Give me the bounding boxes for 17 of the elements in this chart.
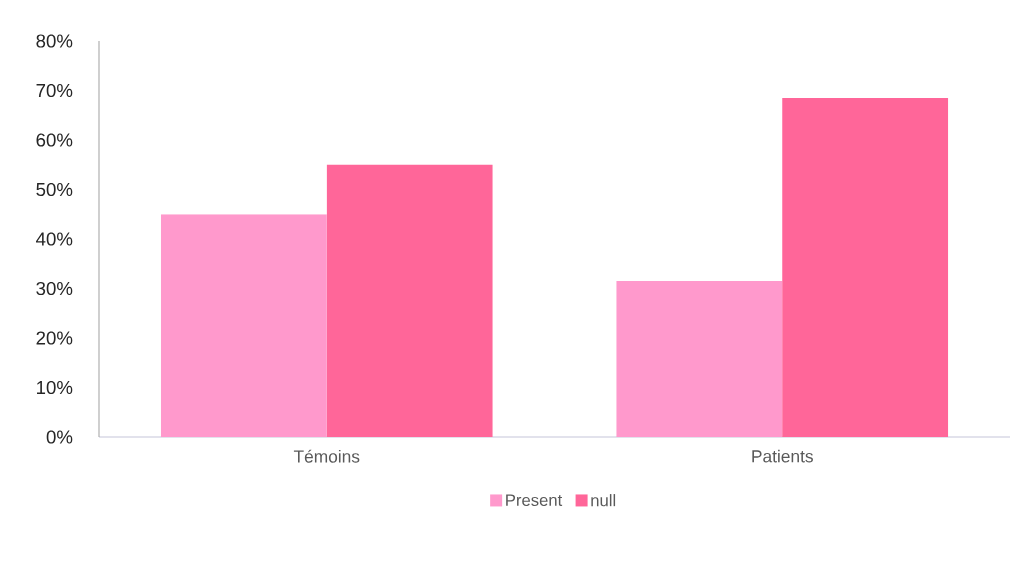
legend-label: null bbox=[591, 494, 616, 507]
y-tick-label: 60% bbox=[36, 133, 73, 147]
y-tick-label: 10% bbox=[37, 380, 73, 395]
x-tick-label: Témoins bbox=[293, 449, 360, 463]
bar bbox=[326, 164, 493, 437]
y-tick-label: 40% bbox=[36, 232, 73, 246]
y-tick-label: 30% bbox=[36, 281, 73, 296]
bar bbox=[782, 97, 949, 437]
bar bbox=[160, 214, 327, 437]
y-tick-label: 70% bbox=[36, 83, 73, 98]
bar bbox=[616, 281, 783, 437]
y-tick-label: 20% bbox=[36, 331, 73, 345]
legend-label: Present bbox=[506, 494, 563, 507]
y-tick-label: 50% bbox=[36, 182, 73, 197]
y-tick-label: 80% bbox=[36, 34, 73, 48]
y-tick-label: 0% bbox=[46, 430, 73, 444]
x-tick-label: Patients bbox=[752, 449, 813, 463]
